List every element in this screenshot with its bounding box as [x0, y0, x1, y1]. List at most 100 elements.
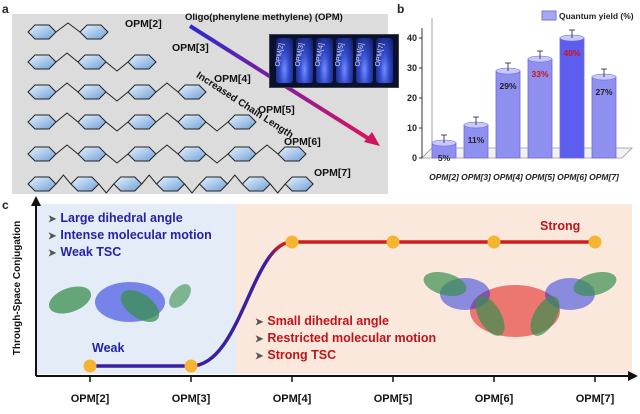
data-point	[386, 235, 400, 249]
y-tick-label: 10	[407, 123, 417, 133]
benzene-ring	[277, 146, 307, 162]
panel-a-letter: a	[2, 2, 9, 16]
left-bullet-text: Weak TSC	[60, 245, 122, 259]
panel-a: OPM[2] OPM[3] OPM[4] OPM[5] OPM[6] OPM[7]	[12, 14, 399, 194]
quantum-yield-chart: 0 10 20 30 40 Quantum yield (%) 5% OPM[2] 11% OPM…	[392, 0, 640, 200]
panel-c-letter: c	[2, 198, 9, 212]
left-bullet-text: Large dihedral angle	[60, 211, 183, 225]
benzene-ring	[177, 84, 207, 100]
tsc-line-chart-svg: Through-Space Conjugation OPM[2] OPM[3] OP…	[12, 196, 638, 405]
data-label: 33%	[531, 69, 548, 79]
vial: OPM[6]	[354, 38, 373, 83]
methylene-bond	[98, 183, 115, 194]
methylene-bond	[55, 112, 79, 123]
benzene-ring	[27, 24, 57, 40]
methylene-bond	[155, 82, 179, 93]
bullet-arrow-icon: ➤	[48, 214, 57, 225]
methylene-bond	[255, 144, 279, 155]
benzene-ring	[127, 114, 157, 130]
right-bullet-text: Restricted molecular motion	[267, 331, 437, 345]
benzene-ring	[27, 84, 57, 100]
methylene-bond	[105, 153, 129, 164]
opm-vial-photo: OPM[2] OPM[3] OPM[4] OPM[5] OPM[6] OPM[7]	[269, 34, 399, 88]
benzene-ring	[27, 176, 57, 192]
benzene-ring	[77, 114, 107, 130]
bar	[463, 124, 489, 159]
right-bullet-text: Strong TSC	[267, 348, 337, 362]
methylene-bond	[55, 174, 72, 185]
methylene-bond	[105, 121, 129, 132]
data-point	[285, 235, 299, 249]
tsc-diagram: Through-Space Conjugation OPM[2] OPM[3] OP…	[0, 196, 640, 409]
benzene-ring	[27, 114, 57, 130]
methylene-bond	[155, 112, 179, 123]
x-tick-label: OPM[5]	[374, 393, 413, 405]
legend-swatch	[541, 10, 557, 21]
vial: OPM[5]	[334, 38, 353, 83]
vial: OPM[4]	[314, 38, 333, 83]
benzene-ring	[177, 146, 207, 162]
methylene-bond	[155, 144, 179, 155]
y-axis-label: Through-Space Conjugation	[12, 221, 23, 355]
methylene-bond	[55, 82, 79, 93]
opm-row-label: OPM[6]	[284, 136, 321, 148]
methylene-bond	[105, 91, 129, 102]
right-bullet: ➤ Strong TSC	[255, 348, 336, 362]
opm-row-label: OPM[7]	[314, 167, 351, 179]
methylene-bond	[141, 174, 157, 185]
opm-row-label: OPM[5]	[258, 104, 295, 116]
benzene-ring	[127, 84, 157, 100]
opm-row-label: OPM[4]	[214, 73, 251, 85]
x-tick-label: OPM[5]	[525, 172, 556, 182]
data-point	[588, 235, 602, 249]
benzene-ring	[27, 54, 57, 70]
methylene-bond	[227, 174, 243, 185]
orbital-lobe	[48, 286, 92, 314]
x-tick-label: OPM[2]	[71, 393, 110, 405]
vial: OPM[2]	[274, 38, 293, 83]
opm-title: Oligo(phenylene methylene) (OPM)	[185, 12, 343, 23]
benzene-ring	[70, 176, 100, 192]
bullet-arrow-icon: ➤	[255, 351, 264, 362]
orbital-lobe	[169, 284, 191, 308]
benzene-ring	[155, 176, 186, 192]
bar	[527, 58, 553, 159]
chain-length-arrowhead	[364, 132, 380, 146]
opm-structures	[27, 22, 380, 194]
panel-b-letter: b	[397, 2, 405, 16]
vial-label: OPM[3]	[294, 42, 306, 68]
bullet-arrow-icon: ➤	[48, 231, 57, 242]
x-tick-label: OPM[7]	[576, 393, 615, 405]
data-point	[83, 359, 97, 373]
methylene-bond	[105, 61, 129, 72]
axis-wall	[421, 18, 433, 159]
benzene-ring	[27, 146, 57, 162]
benzene-ring	[127, 146, 157, 162]
vial-label: OPM[7]	[374, 42, 386, 68]
strong-label: Strong	[540, 219, 581, 233]
x-tick-label: OPM[3]	[461, 172, 492, 182]
benzene-ring	[198, 176, 229, 192]
right-bullet-text: Small dihedral angle	[267, 314, 389, 328]
left-bullet: ➤ Large dihedral angle	[48, 211, 183, 225]
bullet-arrow-icon: ➤	[255, 334, 264, 345]
methylene-bond	[55, 52, 79, 63]
weak-label: Weak	[92, 341, 125, 355]
bar	[591, 76, 617, 159]
methylene-bond	[205, 121, 229, 132]
vial-label: OPM[6]	[354, 42, 366, 68]
x-tick-label: OPM[3]	[172, 393, 211, 405]
y-tick-label: 20	[407, 93, 417, 103]
methylene-bond	[55, 22, 81, 33]
data-point	[487, 235, 501, 249]
y-tick-label: 40	[407, 33, 417, 43]
vial: OPM[7]	[374, 38, 393, 83]
benzene-ring	[77, 84, 107, 100]
benzene-ring	[77, 146, 107, 162]
bullet-arrow-icon: ➤	[48, 248, 57, 259]
orbital-lobe	[423, 271, 467, 297]
data-label: 29%	[499, 81, 516, 91]
orbital-lobe	[573, 271, 617, 297]
vial-label: OPM[4]	[314, 42, 326, 68]
opm-row-label: OPM[2]	[125, 18, 162, 30]
